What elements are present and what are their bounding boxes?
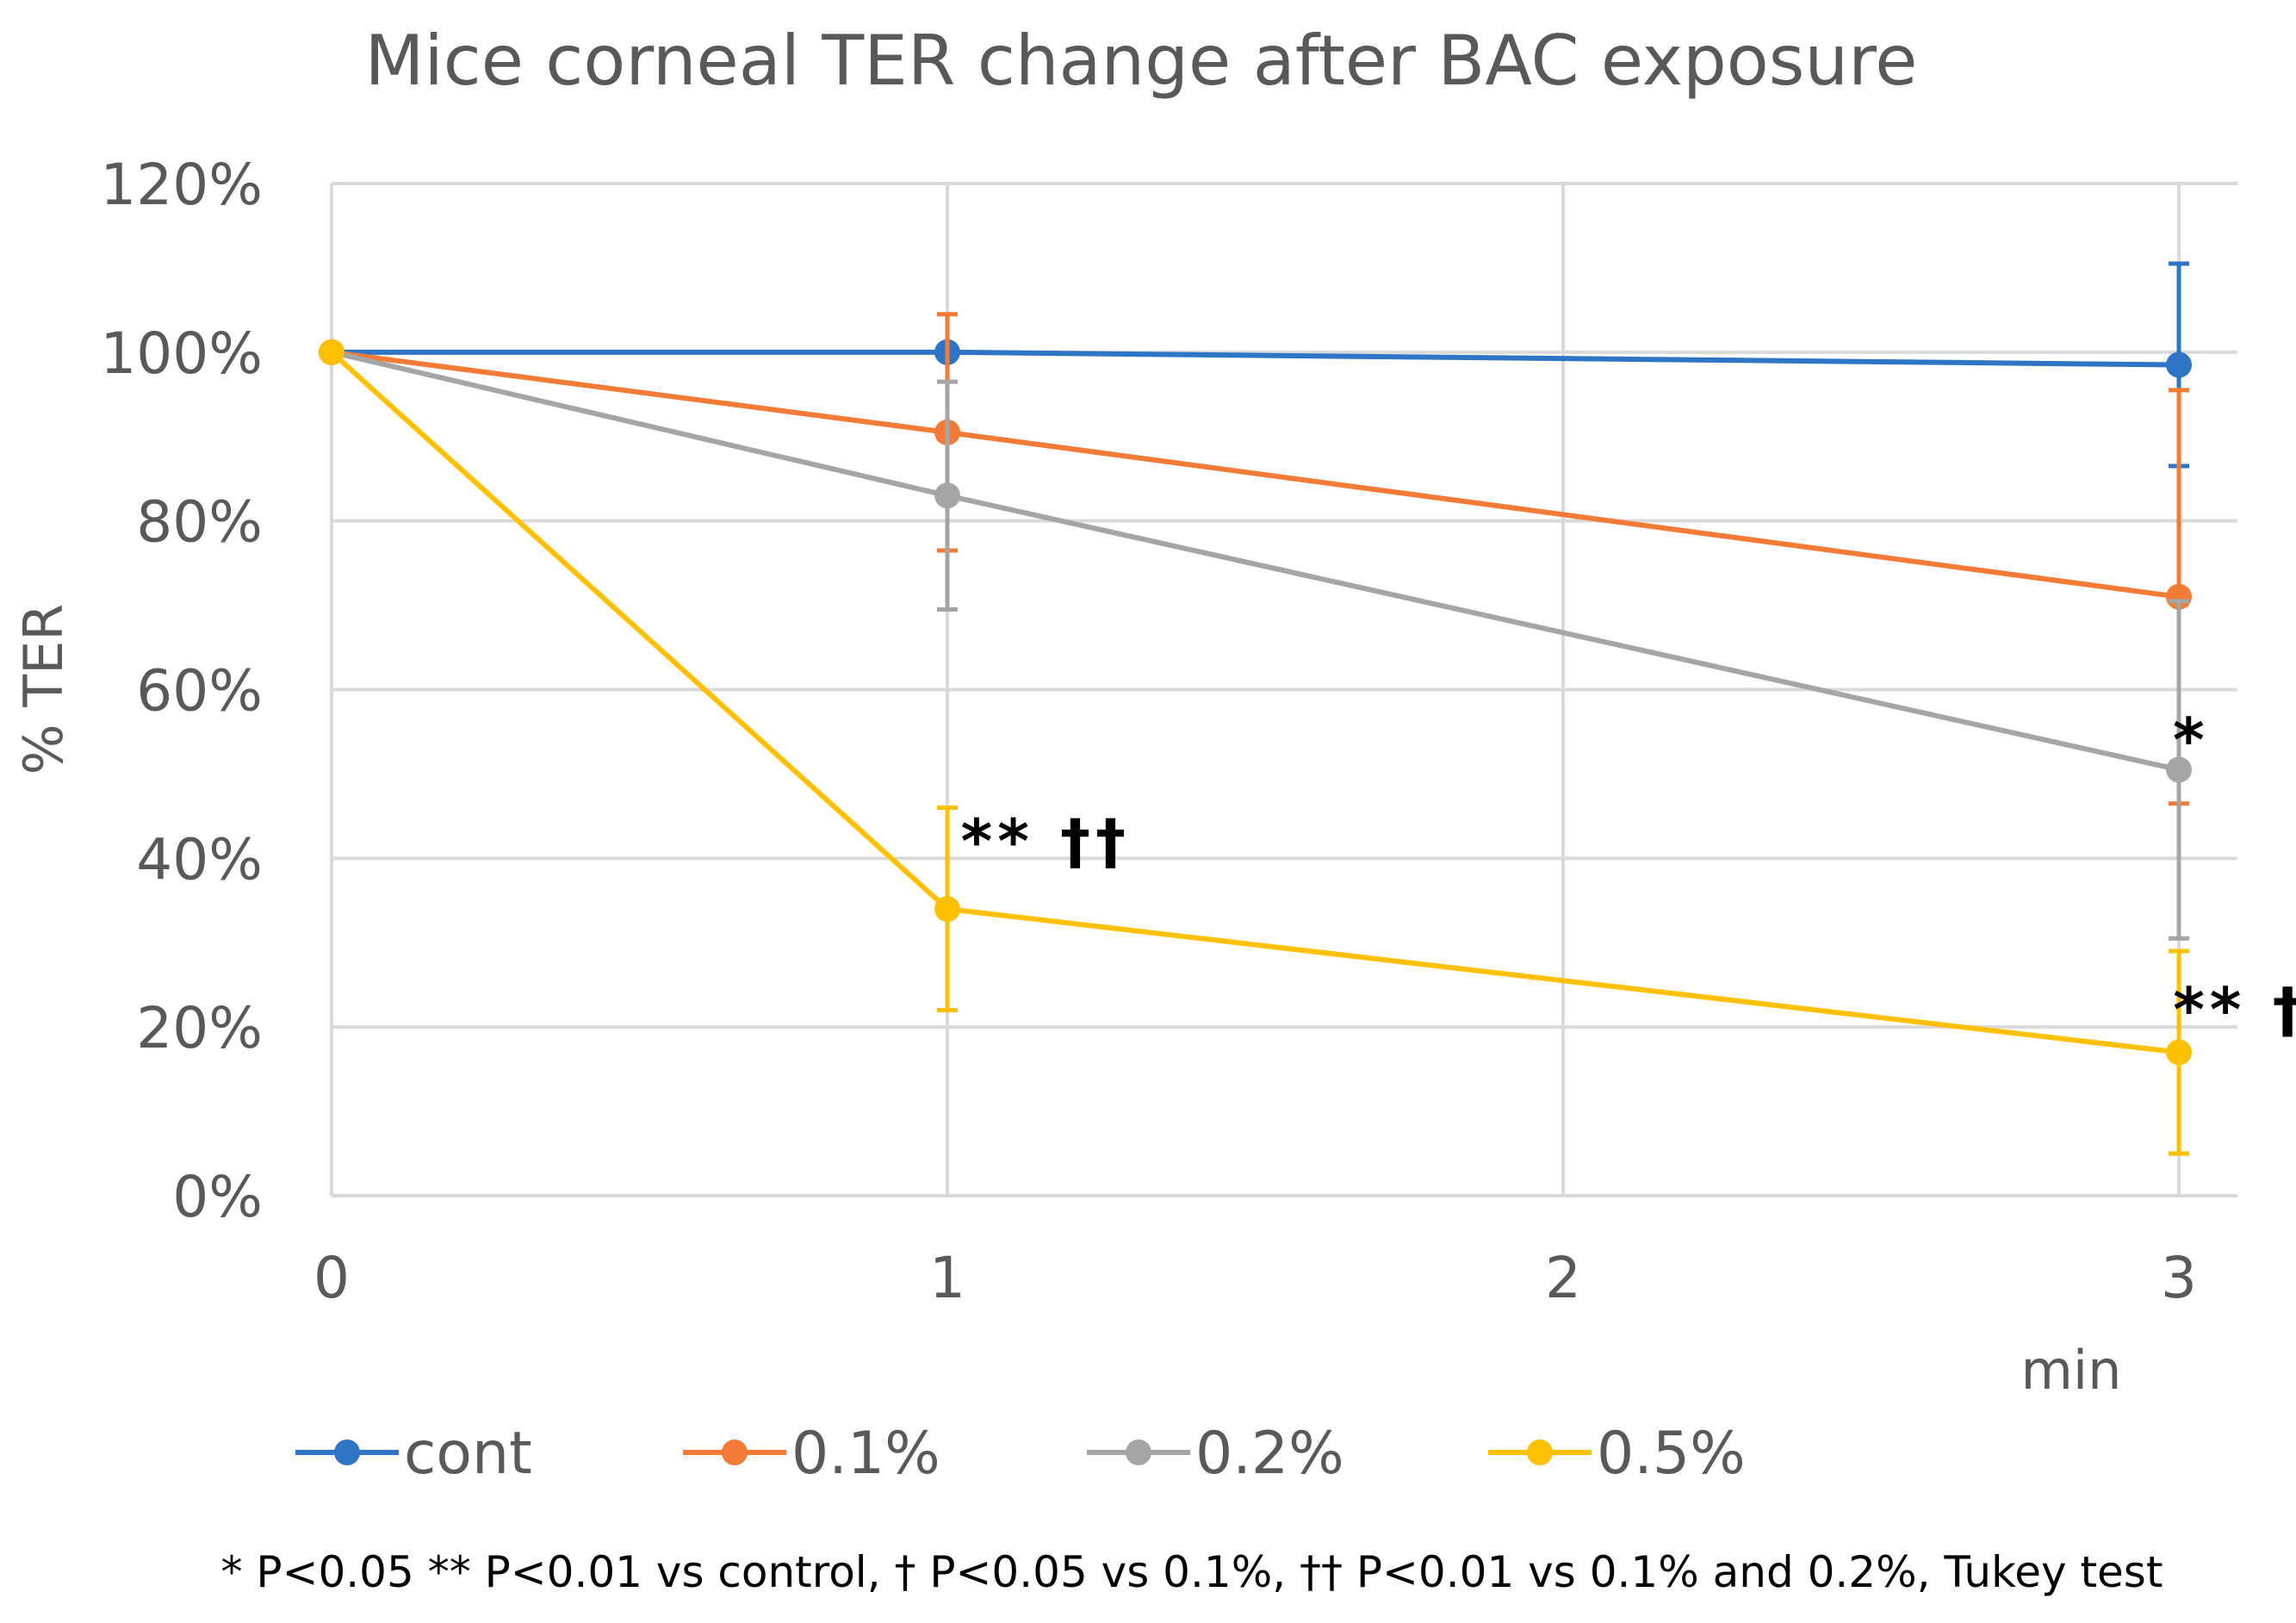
footnote: * P<0.05 ** P<0.01 vs control, † P<0.05 … bbox=[221, 1547, 2163, 1597]
axes: 0% 20% 40% 60% 80% 100% 120% 0 1 2 3 bbox=[100, 152, 2237, 1311]
data-point bbox=[2166, 583, 2192, 610]
grid-lines bbox=[332, 182, 2237, 1196]
data-point bbox=[2166, 351, 2192, 378]
y-tick-label: 40% bbox=[136, 826, 263, 892]
y-tick-label: 120% bbox=[100, 152, 263, 218]
legend-label: 0.2% bbox=[1195, 1420, 1344, 1488]
series-line bbox=[329, 350, 2180, 1055]
series-0.2% bbox=[319, 339, 2192, 941]
y-tick-label: 100% bbox=[100, 320, 263, 387]
x-tick-label: 0 bbox=[313, 1245, 350, 1311]
y-tick-label: 20% bbox=[136, 995, 263, 1061]
legend-item-0.2%: 0.2% bbox=[1087, 1420, 1344, 1488]
legend-label: 0.1% bbox=[791, 1420, 940, 1488]
y-axis-label: % TER bbox=[12, 604, 75, 775]
legend-item-0.5%: 0.5% bbox=[1488, 1420, 1746, 1488]
series-line bbox=[332, 349, 2180, 368]
series-0.5% bbox=[319, 339, 2192, 1156]
chart-title: Mice corneal TER change after BAC exposu… bbox=[365, 21, 1918, 101]
legend-marker bbox=[334, 1440, 360, 1465]
x-axis-label: min bbox=[2021, 1339, 2122, 1402]
significance-annotations: ** †† * ** † bbox=[961, 705, 2296, 1045]
series-group bbox=[319, 261, 2192, 1156]
legend-marker bbox=[1527, 1440, 1553, 1465]
data-point bbox=[319, 339, 344, 365]
legend-item-cont: cont bbox=[295, 1420, 532, 1488]
data-point bbox=[934, 896, 960, 923]
x-tick-label: 3 bbox=[2161, 1245, 2197, 1311]
significance-marker: ** †† bbox=[961, 806, 1132, 877]
series-line bbox=[331, 349, 2180, 600]
data-point bbox=[2166, 1039, 2192, 1066]
series-0.1% bbox=[319, 312, 2192, 806]
y-tick-label: 0% bbox=[172, 1164, 263, 1230]
data-point bbox=[2166, 756, 2192, 783]
x-tick-label: 2 bbox=[1545, 1245, 1581, 1311]
legend-marker bbox=[722, 1440, 748, 1465]
legend-item-0.1%: 0.1% bbox=[683, 1420, 940, 1488]
data-point bbox=[934, 482, 960, 509]
legend-label: 0.5% bbox=[1597, 1420, 1746, 1488]
series-cont bbox=[319, 261, 2192, 469]
legend-label: cont bbox=[404, 1420, 532, 1488]
significance-marker: ** † bbox=[2173, 975, 2296, 1046]
y-tick-label: 80% bbox=[136, 489, 263, 556]
y-tick-label: 60% bbox=[136, 658, 263, 724]
x-tick-label: 1 bbox=[929, 1245, 965, 1311]
legend-marker bbox=[1126, 1440, 1151, 1465]
significance-marker: * bbox=[2173, 705, 2210, 775]
legend: cont 0.1% 0.2% 0.5% bbox=[295, 1420, 1746, 1488]
